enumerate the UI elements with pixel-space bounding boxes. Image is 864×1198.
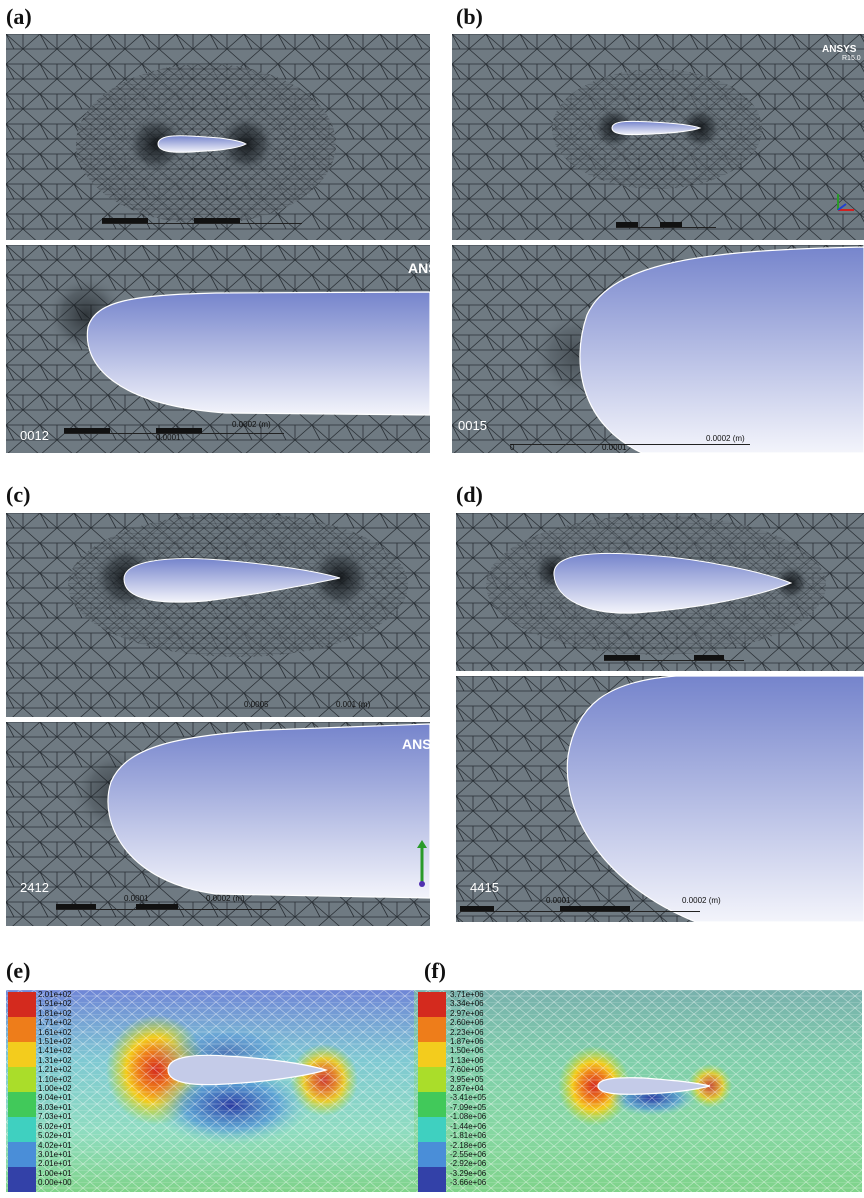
mesh-a-zoom (6, 245, 430, 453)
mesh-c-overview (6, 513, 430, 717)
axis-triad-icon-b (832, 190, 858, 219)
scale-bar-d-top (604, 655, 744, 669)
scale-bar-c-top: 0.0005 0.001 (m) (244, 700, 371, 709)
scale-bar-d-bottom: 0.0001 0.0002 (m) (460, 896, 721, 920)
scale-bar-b-top (616, 222, 716, 236)
mesh-d-zoom (456, 676, 864, 922)
airfoil-label-0015: 0015 (458, 418, 487, 433)
ansys-logo-b: ANSYS (822, 44, 857, 55)
mesh-a-overview (6, 34, 430, 240)
scale-bar-b-bottom: 0 0.0001 0.0002 (m) (510, 434, 750, 452)
mesh-d-overview (456, 513, 864, 671)
legend-ticks-e: 2.01e+02 1.91e+02 1.81e+02 1.71e+02 1.61e+0… (38, 990, 72, 1188)
mesh-b-overview (452, 34, 864, 240)
ansys-logo-a: ANSYS (408, 260, 457, 276)
panel-label-e: (e) (6, 958, 31, 983)
mesh-b-zoom (452, 245, 864, 453)
scale-bar-a-bottom: 0.0001 0.0002 (m) (64, 420, 284, 442)
contour-e (6, 990, 416, 1192)
ansys-logo-c: ANSYS (402, 736, 451, 752)
contour-f (414, 990, 862, 1192)
axis-triad-icon-c (414, 838, 430, 893)
ansys-version-b: R15.0 (842, 55, 861, 62)
legend-colorbar-e (8, 992, 36, 1192)
scale-bar-c-bottom: 0.0001 0.0002 (m) (56, 894, 276, 918)
airfoil-label-4415: 4415 (470, 880, 499, 895)
panel-label-b: (b) (456, 4, 483, 29)
scale-bar-a-top (102, 218, 302, 232)
panel-label-f: (f) (424, 958, 446, 983)
legend-ticks-f: 3.71e+06 3.34e+06 2.97e+06 2.60e+06 2.23e+0… (450, 990, 487, 1188)
panel-label-d: (d) (456, 482, 483, 507)
legend-colorbar-f (418, 992, 446, 1192)
panel-label-a: (a) (6, 4, 32, 29)
panel-label-c: (c) (6, 482, 31, 507)
mesh-c-zoom (6, 722, 430, 926)
airfoil-label-0012: 0012 (20, 428, 49, 443)
airfoil-label-2412: 2412 (20, 880, 49, 895)
